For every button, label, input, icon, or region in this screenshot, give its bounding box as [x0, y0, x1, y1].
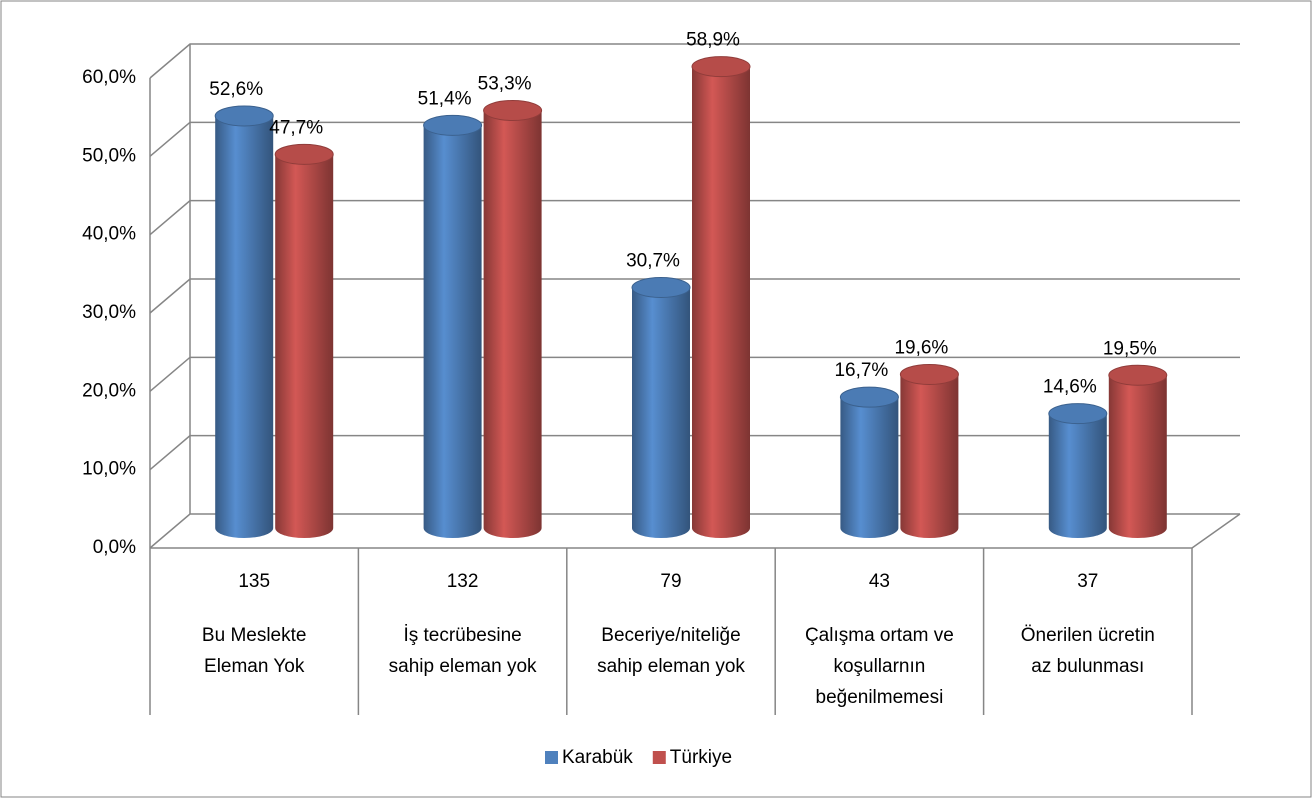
value-label: 30,7% [626, 251, 680, 272]
bar [839, 386, 899, 538]
bar-top [483, 99, 543, 121]
value-label: 16,7% [834, 360, 888, 381]
bar-top [839, 386, 899, 408]
bar-top [1108, 364, 1168, 386]
bar-body [1108, 375, 1167, 538]
count-label: 43 [869, 571, 890, 592]
y-tick-label: 30,0% [82, 302, 136, 323]
bar [423, 114, 483, 538]
bar-body [483, 110, 542, 538]
bar [899, 363, 959, 538]
category-label: koşullarnın [833, 656, 925, 677]
y-tick-label: 60,0% [82, 67, 136, 88]
category-label: beğenilmemesi [816, 687, 944, 708]
category-label: Önerilen ücretin [1021, 625, 1155, 646]
value-label: 52,6% [209, 79, 263, 100]
category-label: Çalışma ortam ve [805, 625, 954, 646]
bar [214, 105, 274, 538]
count-label: 79 [660, 571, 681, 592]
category-label: Beceriye/niteliğe [601, 625, 740, 646]
count-label: 132 [447, 571, 479, 592]
legend-label: Karabük [562, 747, 633, 768]
y-tick-label: 40,0% [82, 224, 136, 245]
bar-top [214, 105, 274, 127]
category-label: sahip eleman yok [389, 656, 537, 677]
value-label: 47,7% [269, 117, 323, 138]
bar-body [632, 287, 690, 538]
bar [691, 56, 751, 538]
bar-top [274, 143, 334, 165]
category-label: Bu Meslekte [202, 625, 307, 646]
y-tick-label: 0,0% [93, 537, 136, 558]
category-label: Eleman Yok [204, 656, 305, 677]
bar [274, 143, 334, 538]
y-tick-label: 10,0% [82, 459, 136, 480]
y-tick-label: 50,0% [82, 145, 136, 166]
legend-swatch [545, 751, 558, 764]
bar-top [1048, 403, 1108, 425]
value-label: 58,9% [686, 30, 740, 51]
legend-swatch [652, 751, 666, 764]
value-label: 14,6% [1043, 377, 1097, 398]
bar-top [631, 277, 691, 299]
count-label: 135 [238, 571, 270, 592]
value-label: 19,6% [894, 337, 948, 358]
category-label: İş tecrübesine [403, 625, 521, 646]
bar-body [900, 374, 959, 538]
bar-top [691, 56, 751, 78]
value-label: 53,3% [478, 73, 532, 94]
bar [483, 99, 543, 538]
count-label: 37 [1077, 571, 1098, 592]
category-label: sahip eleman yok [597, 656, 745, 677]
bar [631, 277, 691, 538]
bar-body [692, 66, 750, 538]
bar-body [215, 115, 274, 538]
bar-body [840, 397, 899, 538]
legend-label: Türkiye [670, 747, 732, 768]
category-label: az bulunması [1031, 656, 1144, 677]
bar [1048, 403, 1108, 538]
bar-body [275, 154, 334, 538]
bar-body [423, 125, 482, 538]
bar-top [423, 114, 483, 136]
value-label: 19,5% [1103, 338, 1157, 359]
bar-body [1048, 413, 1107, 538]
bar-top [899, 363, 959, 385]
value-label: 51,4% [418, 88, 472, 109]
y-tick-label: 20,0% [82, 380, 136, 401]
bar [1108, 364, 1168, 538]
